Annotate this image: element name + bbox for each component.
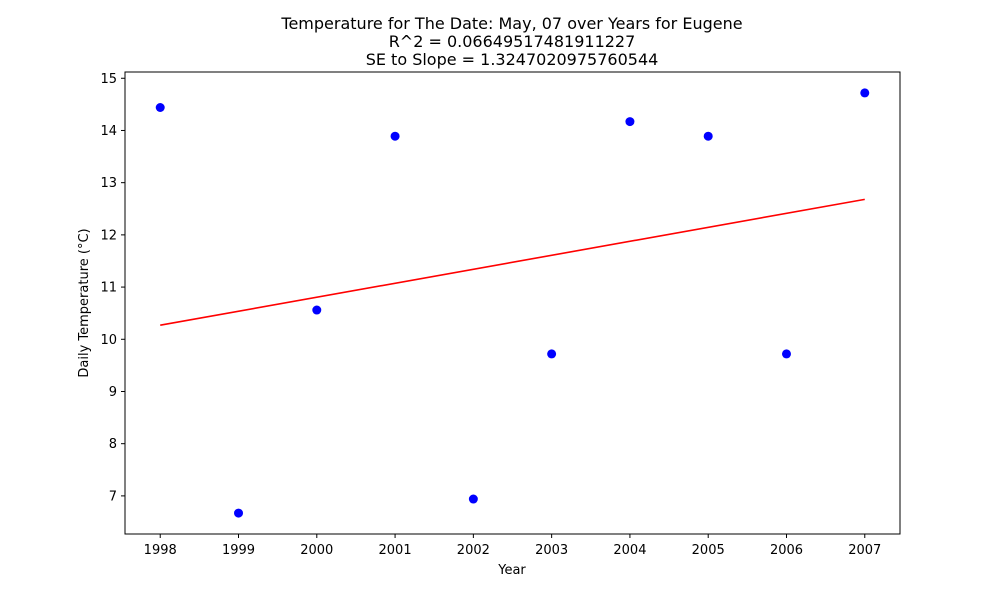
x-tick-label: 2003 (535, 543, 568, 558)
x-tick-label: 2005 (692, 543, 725, 558)
x-tick-label: 2001 (379, 543, 412, 558)
y-tick-label: 12 (100, 228, 117, 243)
data-point (703, 131, 713, 141)
x-tick-label: 2007 (848, 543, 881, 558)
plot-area (155, 88, 870, 518)
y-tick-label: 13 (100, 176, 117, 191)
y-tick-label: 10 (100, 333, 117, 348)
y-tick-label: 7 (109, 489, 117, 504)
x-tick-label: 2006 (770, 543, 803, 558)
y-tick-label: 8 (109, 437, 117, 452)
x-tick-label: 2000 (300, 543, 333, 558)
x-tick-label: 1998 (144, 543, 177, 558)
chart-title: Temperature for The Date: May, 07 over Y… (280, 14, 742, 69)
data-point (547, 349, 557, 359)
y-tick-label: 11 (100, 281, 117, 296)
data-point (155, 102, 165, 112)
data-point (781, 349, 791, 359)
chart-title-line-2: R^2 = 0.06649517481911227 (389, 32, 636, 51)
data-point (860, 88, 870, 98)
y-tick-label: 14 (100, 124, 117, 139)
chart-title-line-3: SE to Slope = 1.3247020975760544 (366, 50, 659, 69)
x-tick-label: 2002 (457, 543, 490, 558)
y-axis-label: Daily Temperature (°C) (77, 228, 92, 377)
axes: 1998 1999 2000 2001 2002 2003 2004 2005 2006 2007… (100, 71, 901, 558)
trend-line (160, 198, 865, 326)
x-tick-label: 2004 (613, 543, 646, 558)
data-point (625, 117, 635, 127)
plot-frame (124, 71, 901, 535)
data-point (390, 131, 400, 141)
y-tick-label: 9 (109, 385, 117, 400)
data-point (468, 494, 478, 504)
x-tick-label: 1999 (222, 543, 255, 558)
x-axis-label: Year (497, 563, 526, 578)
chart-title-line-1: Temperature for The Date: May, 07 over Y… (280, 14, 742, 33)
data-point (234, 508, 244, 518)
data-point (312, 305, 322, 315)
y-tick-label: 15 (100, 72, 117, 87)
